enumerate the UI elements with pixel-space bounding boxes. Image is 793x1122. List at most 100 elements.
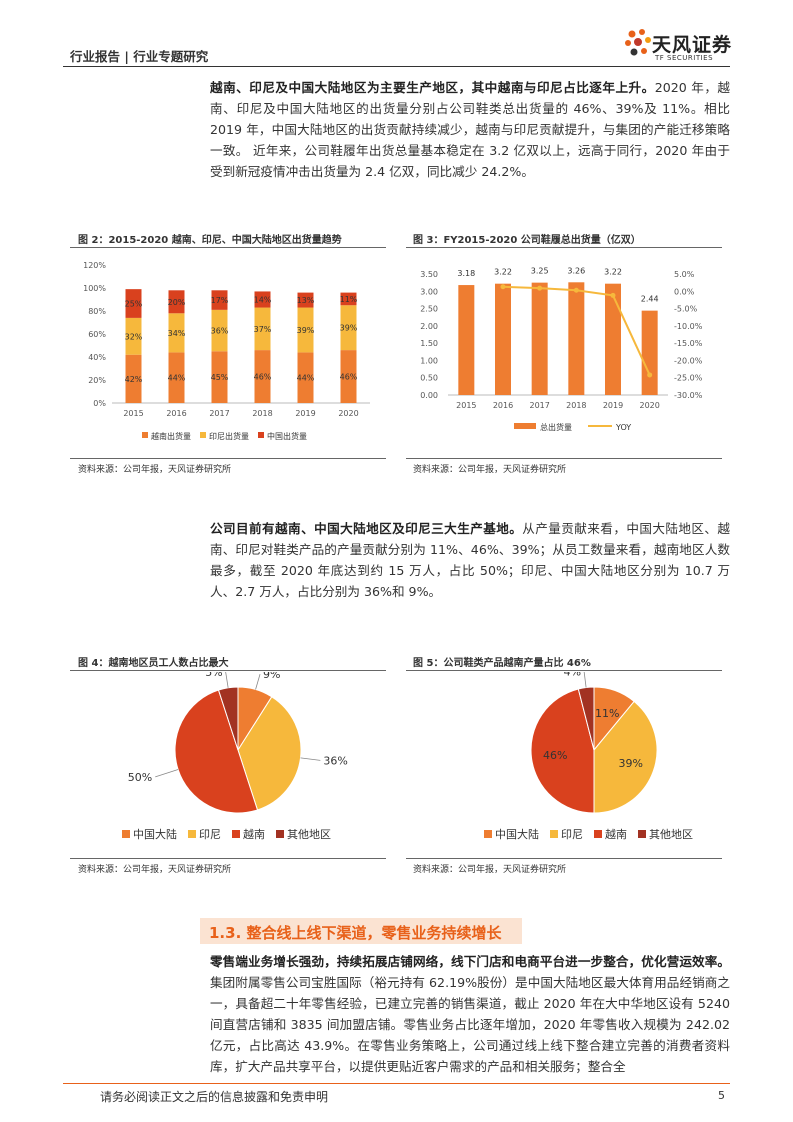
legend-label: 越南 <box>605 827 627 841</box>
y2-tick-label: -10.0% <box>674 322 703 331</box>
legend-swatch <box>142 432 148 438</box>
legend-label: 越南出货量 <box>151 431 191 441</box>
data-label: 39% <box>619 757 643 770</box>
yoy-point <box>537 285 543 291</box>
bar <box>495 283 511 395</box>
x-tick-label: 2017 <box>529 401 549 410</box>
y-tick-label: 2.50 <box>420 305 438 314</box>
bar-segment <box>125 317 142 355</box>
y2-tick-label: -25.0% <box>674 374 703 383</box>
data-label: 3.22 <box>604 268 622 277</box>
legend-swatch <box>550 830 558 838</box>
bar <box>641 310 658 395</box>
data-label: 45% <box>211 373 229 382</box>
bar <box>568 282 585 395</box>
yoy-point <box>573 287 579 293</box>
bar-segment <box>254 291 271 308</box>
bar <box>531 282 548 395</box>
figure-3-source: 资料来源：公司年报，天风证券研究所 <box>413 465 567 475</box>
data-label: 9% <box>263 672 280 681</box>
legend-swatch <box>514 423 536 429</box>
stacked-bar-chart: 0% 20% 40% 60% 80% 100% 120% 42% 32% 25% 2015 44% 34… <box>83 261 370 441</box>
y-tick-label: 100% <box>83 284 106 293</box>
leader-line <box>225 672 229 688</box>
data-label: 44% <box>297 374 315 383</box>
data-label: 46% <box>340 373 358 382</box>
paragraph-production-regions: 越南、印尼及中国大陆地区为主要生产地区，其中越南与印尼占比逐年上升。2020 年… <box>210 77 730 182</box>
bar-segment <box>168 290 185 314</box>
data-label: 46% <box>254 373 272 382</box>
legend-label: 中国大陆 <box>495 827 539 841</box>
tf-securities-logo-icon <box>625 29 651 56</box>
figure-5-bottom-rule <box>406 858 722 859</box>
data-label: 14% <box>254 296 272 305</box>
bar <box>458 285 475 395</box>
data-label: 11% <box>595 707 619 720</box>
y-tick-label: 80% <box>88 307 106 316</box>
y-tick-label: 0% <box>93 399 106 408</box>
disclaimer-notice: 请务必阅读正文之后的信息披露和免责申明 <box>100 1090 329 1104</box>
figure-4-source: 资料来源：公司年报，天风证券研究所 <box>78 865 232 875</box>
data-label: 20% <box>168 298 186 307</box>
bar-segment <box>168 313 185 353</box>
x-tick-label: 2015 <box>456 401 476 410</box>
x-tick-label: 2020 <box>338 409 358 418</box>
data-label: 11% <box>340 295 358 304</box>
data-label: 50% <box>128 771 152 784</box>
bar-line-chart: 0.00 0.50 1.00 1.50 2.00 2.50 3.00 3.50 5.0% 0.0%… <box>420 266 703 432</box>
figure-2-title: 图 2：2015-2020 越南、印尼、中国大陆地区出货量趋势 <box>78 235 342 246</box>
bar-segment <box>211 351 228 403</box>
figure-2-top-rule <box>70 247 386 248</box>
bar-segment <box>168 352 185 403</box>
header-divider <box>63 66 730 67</box>
data-label: 46% <box>543 749 567 762</box>
legend-swatch <box>188 830 196 838</box>
bar <box>605 283 621 395</box>
y-tick-label: 2.00 <box>420 322 438 331</box>
section-heading-text: 1.3. 整合线上线下渠道，零售业务持续增长 <box>209 924 502 942</box>
figure-5-title: 图 5：公司鞋类产品越南产量占比 46% <box>413 658 591 669</box>
bar-segment <box>125 289 142 318</box>
legend-swatch <box>594 830 602 838</box>
bar-segment <box>254 307 271 351</box>
legend-label: 印尼 <box>561 828 583 841</box>
bar-segment <box>340 350 357 403</box>
bar-segment <box>254 350 271 403</box>
pie-slice <box>530 688 595 814</box>
data-label: 17% <box>211 296 229 305</box>
y-tick-label: 3.50 <box>420 270 438 279</box>
data-label: 39% <box>297 326 315 335</box>
figure-3-title: 图 3：FY2015-2020 公司鞋履总出货量（亿双） <box>413 235 641 246</box>
data-label: 34% <box>168 329 186 338</box>
yoy-point <box>500 284 506 290</box>
section-heading: 1.3. 整合线上线下渠道，零售业务持续增长 <box>200 918 522 944</box>
x-tick-label: 2018 <box>252 409 272 418</box>
paragraph-lead: 公司目前有越南、中国大陆地区及印尼三大生产基地。 <box>210 521 523 536</box>
y-tick-label: 1.00 <box>420 356 438 365</box>
y2-tick-label: -5.0% <box>674 305 698 314</box>
figure-4-title: 图 4：越南地区员工人数占比最大 <box>78 658 229 669</box>
x-tick-label: 2018 <box>566 401 586 410</box>
bar-segment <box>297 307 314 353</box>
bar-segment <box>297 352 314 403</box>
pie-chart-employees: 9% 36% 50% 5% 中国大陆 印尼 越南 其他地区 <box>122 672 348 841</box>
y-tick-label: 40% <box>88 353 106 362</box>
y2-tick-label: -15.0% <box>674 339 703 348</box>
data-label: 42% <box>125 375 143 384</box>
leader-line <box>255 674 261 690</box>
pie-slice <box>577 686 595 751</box>
data-label: 36% <box>323 754 347 767</box>
y-tick-label: 0.50 <box>420 374 438 383</box>
legend-swatch <box>638 830 646 838</box>
data-label: 4% <box>564 672 581 679</box>
y-tick-label: 3.00 <box>420 287 438 296</box>
leader-line <box>155 769 179 778</box>
paragraph-body: 2020 年，越南、印尼及中国大陆地区的出货量分别占公司鞋类总出货量的 46%、… <box>210 80 730 179</box>
paragraph-lead: 越南、印尼及中国大陆地区为主要生产地区，其中越南与印尼占比逐年上升。 <box>210 80 655 95</box>
legend-label: 中国大陆 <box>133 827 177 841</box>
data-label: 3.18 <box>457 269 475 278</box>
y2-tick-label: -30.0% <box>674 391 703 400</box>
data-label: 5% <box>205 672 222 679</box>
logo-text: 天风证券 <box>652 34 733 56</box>
yoy-point <box>610 292 616 298</box>
